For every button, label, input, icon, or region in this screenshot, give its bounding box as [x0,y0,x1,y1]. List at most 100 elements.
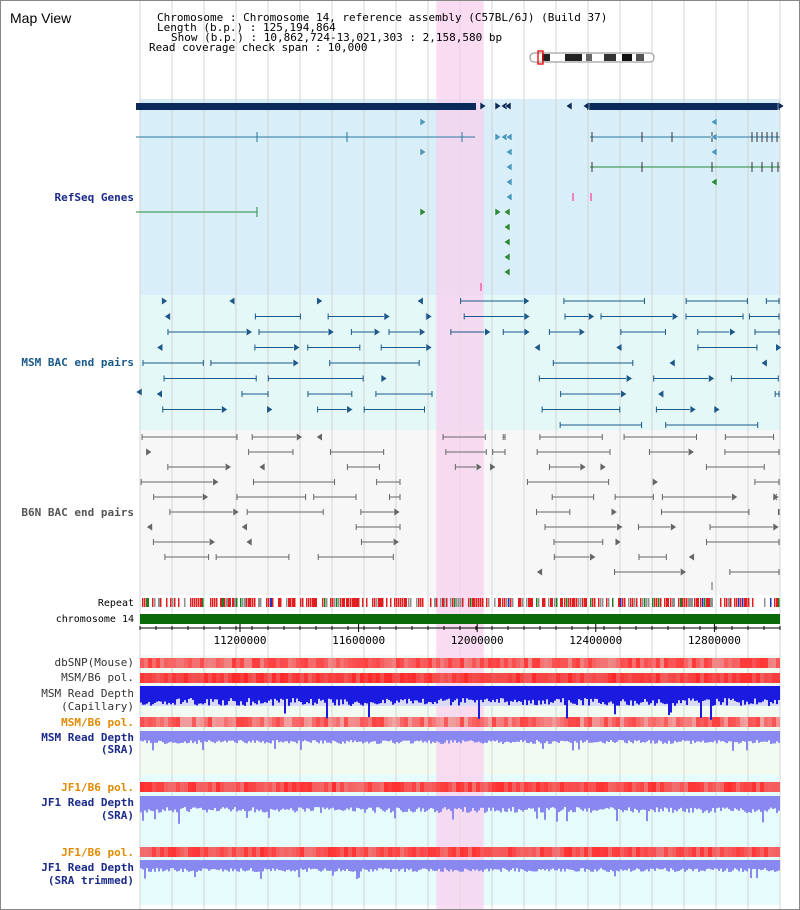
b6n-bac-label[interactable]: B6N BAC end pairs [21,506,134,519]
heat-cell [252,717,256,727]
heat-cell [452,847,456,857]
heat-cell [232,673,236,683]
heat-cell [304,673,308,683]
repeat-element [436,598,438,607]
depth-bar [280,731,282,742]
repeat-element [396,598,398,607]
depth-bar [154,686,156,703]
repeat-element [260,598,262,607]
heat-cell [752,847,756,857]
msm-bac-track[interactable] [135,296,783,428]
heat-cell [220,847,224,857]
depth-bar [688,731,690,741]
depth-bar [232,731,234,741]
depth-bar [654,686,656,706]
heat-cell [212,673,216,683]
repeat-element [378,598,381,607]
refseq-genes-label[interactable]: RefSeq Genes [55,191,134,204]
depth-bar [202,731,204,751]
depth-bar [480,860,482,871]
depth-bar [682,686,684,701]
depth-bar [656,860,658,869]
depth-bar [372,731,374,742]
depth-bar [488,860,490,872]
heat-cell [564,717,568,727]
heat-cell [564,847,568,857]
depth-bar [492,731,494,741]
depth-bar [522,686,524,705]
depth-bar [468,731,470,741]
depth-bar [312,686,314,706]
repeat-element [356,598,359,607]
heat-cell [296,782,300,792]
depth-bar [160,796,162,813]
repeat-element [634,598,636,607]
heat-cell [520,782,524,792]
depth-bar [500,796,502,813]
heat-cell [408,782,412,792]
depth-bar [366,796,368,810]
depth-bar [336,860,338,872]
b6n-bac-track[interactable] [140,432,780,590]
chromosome-ideogram[interactable] [529,50,655,65]
heat-cell [320,658,324,668]
depth-bar [748,860,750,869]
depth-bar [720,686,722,705]
depth-bar [596,686,598,699]
repeat-element [308,598,310,607]
depth-bar [654,731,656,744]
depth-bar [386,731,388,741]
depth-bar [708,686,710,700]
depth-bar [696,731,698,742]
depth-bar [274,686,276,699]
bac-pair-arrow [708,374,715,383]
depth-bar [152,731,154,751]
depth-bar [346,686,348,702]
repeat-element [152,598,154,607]
heat-cell [508,658,512,668]
depth-bar [448,731,450,744]
heat-cell [296,847,300,857]
repeat-element [530,598,533,607]
heat-cell [340,658,344,668]
heat-cell [624,658,628,668]
depth-bar [284,731,286,742]
depth-bar [726,686,728,706]
heat-cell [728,658,732,668]
depth-bar [726,796,728,808]
heat-cell [184,658,188,668]
heat-cell [544,782,548,792]
heat-cell [224,782,228,792]
heat-cell [716,673,720,683]
refseq-genes-track[interactable] [136,101,785,291]
heat-cell [772,673,776,683]
repeat-track [142,598,780,607]
heat-cell [384,658,388,668]
depth-bar [300,731,302,750]
heat-cell [244,673,248,683]
depth-bar [446,686,448,700]
heat-cell [424,782,428,792]
depth-bar [180,796,182,809]
depth-bar [532,860,534,872]
depth-bar [672,860,674,870]
heat-cell [464,658,468,668]
depth-bar [184,731,186,742]
msm-bac-label[interactable]: MSM BAC end pairs [21,356,134,369]
highlight-region[interactable] [436,0,484,910]
repeat-element [764,598,766,607]
repeat-element [444,598,446,607]
axis-tick-label: 12800000 [688,634,741,647]
heat-cell [332,782,336,792]
heat-cell [696,847,700,857]
depth-bar [516,860,518,869]
depth-bar [600,686,602,704]
depth-bar [774,686,776,700]
heat-cell [532,717,536,727]
depth-bar [198,731,200,741]
depth-bar [624,731,626,743]
depth-bar [540,796,542,813]
heat-cell [664,782,668,792]
depth-bar [414,796,416,812]
